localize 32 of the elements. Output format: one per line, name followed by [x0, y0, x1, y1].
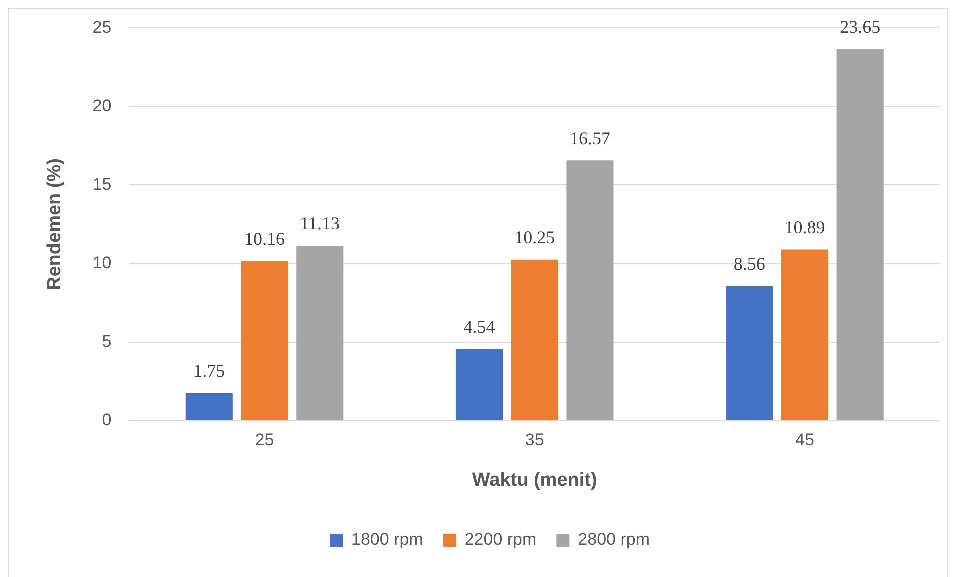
bar: [781, 250, 828, 420]
bar: [566, 160, 614, 420]
data-label: 23.65: [840, 17, 881, 38]
data-label: 16.57: [570, 128, 610, 148]
data-label: 10.89: [784, 218, 826, 238]
bar: [186, 393, 233, 420]
data-label: 1.75: [194, 361, 226, 382]
data-label: 10.16: [244, 228, 286, 249]
y-tick-label: 0: [102, 410, 112, 430]
legend-label: 2800 rpm: [578, 530, 650, 550]
legend-label: 2200 rpm: [464, 530, 537, 550]
bar: [456, 350, 504, 420]
y-tick-label: 15: [92, 174, 112, 194]
y-tick-label: 5: [102, 332, 112, 351]
bar: [836, 49, 884, 420]
y-tick-label: 20: [92, 96, 112, 116]
data-label: 11.13: [300, 214, 340, 234]
y-axis-title: Rendemen (%): [44, 158, 66, 290]
bar: [241, 261, 288, 420]
bar: [296, 246, 344, 420]
x-tick-label: 45: [795, 430, 814, 450]
data-label: 8.56: [734, 254, 766, 274]
bar: [511, 260, 558, 420]
x-tick-label: 35: [525, 430, 544, 450]
bar: [726, 286, 774, 420]
y-tick-label: 25: [92, 18, 112, 37]
legend-label: 1800 rpm: [352, 530, 424, 550]
data-label: 4.54: [464, 317, 496, 338]
x-tick-label: 25: [255, 430, 274, 450]
x-axis-title: Waktu (menit): [472, 470, 598, 491]
data-label: 10.25: [514, 228, 556, 248]
y-tick-label: 10: [92, 253, 112, 272]
